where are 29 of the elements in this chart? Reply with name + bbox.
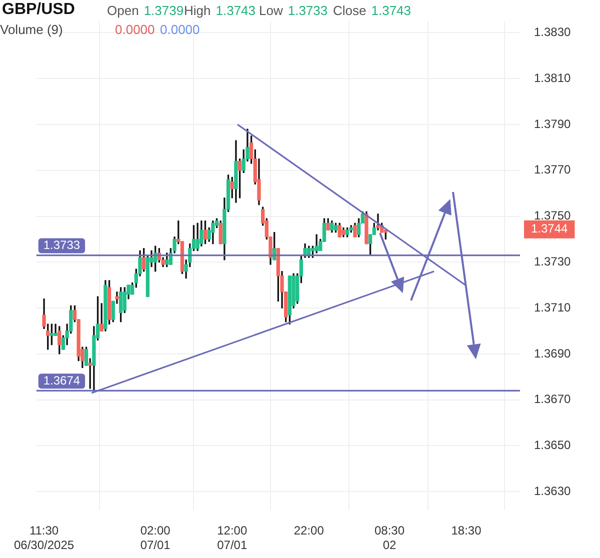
ref-line-label: 1.3674 [43, 373, 80, 388]
text: 1.3744 [531, 222, 568, 236]
text: High 1.3743 [184, 3, 256, 18]
chart-title: GBP/USD [2, 1, 75, 19]
x-tick-label: 22:00 [294, 524, 324, 538]
y-tick-label: 1.3750 [534, 208, 572, 223]
ref-line-label: 1.3733 [43, 238, 80, 252]
text: Close 1.3743 [333, 3, 412, 18]
candlestick [115, 292, 119, 304]
y-tick-label: 1.3650 [534, 438, 572, 452]
y-tick-label: 1.3810 [534, 70, 572, 85]
y-tick-label: 1.3630 [534, 484, 572, 498]
annotation: Volume (9) [0, 22, 63, 37]
y-tick-label: 1.3770 [534, 162, 572, 177]
annotation: 0.0000 [115, 22, 155, 37]
text: Low 1.3733 [259, 3, 328, 18]
text: Open 1.3739 [107, 3, 184, 18]
x-tick-label: 02:00 07/01 [140, 524, 171, 552]
y-tick-label: 1.3730 [534, 254, 572, 268]
x-tick-label: 08:30 02 [374, 524, 405, 552]
y-tick-label: 1.3790 [534, 116, 572, 131]
y-tick-label: 1.3670 [534, 392, 572, 406]
x-tick-label: 11:30 06/30/2025 [14, 524, 74, 552]
x-tick-label: 18:30 [451, 524, 482, 538]
y-tick-label: 1.3690 [534, 346, 572, 360]
annotation: 0.0000 [160, 22, 200, 37]
x-tick-label: 12:00 07/01 [217, 524, 248, 552]
y-tick-label: 1.3830 [534, 24, 572, 39]
y-tick-label: 1.3710 [534, 300, 572, 314]
